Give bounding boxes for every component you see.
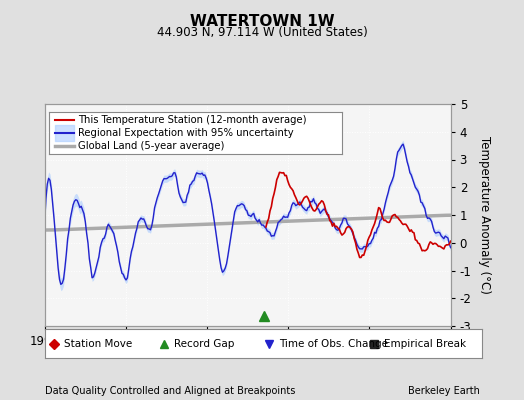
Text: Regional Expectation with 95% uncertainty: Regional Expectation with 95% uncertaint…	[78, 128, 293, 138]
Text: Station Move: Station Move	[64, 338, 133, 348]
Text: WATERTOWN 1W: WATERTOWN 1W	[190, 14, 334, 29]
Text: Data Quality Controlled and Aligned at Breakpoints: Data Quality Controlled and Aligned at B…	[45, 386, 295, 396]
Text: Berkeley Earth: Berkeley Earth	[408, 386, 479, 396]
Y-axis label: Temperature Anomaly (°C): Temperature Anomaly (°C)	[478, 136, 491, 294]
Text: Record Gap: Record Gap	[173, 338, 234, 348]
Text: Global Land (5-year average): Global Land (5-year average)	[78, 142, 224, 152]
Text: 44.903 N, 97.114 W (United States): 44.903 N, 97.114 W (United States)	[157, 26, 367, 39]
Text: Empirical Break: Empirical Break	[384, 338, 466, 348]
Text: Time of Obs. Change: Time of Obs. Change	[279, 338, 388, 348]
Text: This Temperature Station (12-month average): This Temperature Station (12-month avera…	[78, 114, 307, 124]
